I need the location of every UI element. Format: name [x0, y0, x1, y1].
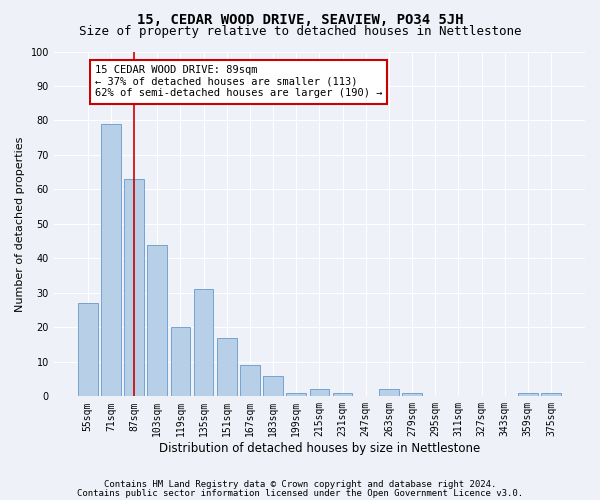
- Y-axis label: Number of detached properties: Number of detached properties: [15, 136, 25, 312]
- Bar: [194, 290, 214, 397]
- Bar: [518, 393, 538, 396]
- Bar: [333, 393, 352, 396]
- Text: Contains HM Land Registry data © Crown copyright and database right 2024.: Contains HM Land Registry data © Crown c…: [104, 480, 496, 489]
- Bar: [170, 328, 190, 396]
- Bar: [101, 124, 121, 396]
- Bar: [124, 179, 144, 396]
- Bar: [402, 393, 422, 396]
- Text: 15 CEDAR WOOD DRIVE: 89sqm
← 37% of detached houses are smaller (113)
62% of sem: 15 CEDAR WOOD DRIVE: 89sqm ← 37% of deta…: [95, 66, 382, 98]
- Bar: [310, 390, 329, 396]
- Bar: [240, 366, 260, 396]
- Bar: [263, 376, 283, 396]
- Text: 15, CEDAR WOOD DRIVE, SEAVIEW, PO34 5JH: 15, CEDAR WOOD DRIVE, SEAVIEW, PO34 5JH: [137, 12, 463, 26]
- Bar: [379, 390, 399, 396]
- Bar: [148, 244, 167, 396]
- Bar: [286, 393, 306, 396]
- Text: Size of property relative to detached houses in Nettlestone: Size of property relative to detached ho…: [79, 25, 521, 38]
- Bar: [541, 393, 561, 396]
- Text: Contains public sector information licensed under the Open Government Licence v3: Contains public sector information licen…: [77, 488, 523, 498]
- X-axis label: Distribution of detached houses by size in Nettlestone: Distribution of detached houses by size …: [159, 442, 480, 455]
- Bar: [78, 303, 98, 396]
- Bar: [217, 338, 236, 396]
